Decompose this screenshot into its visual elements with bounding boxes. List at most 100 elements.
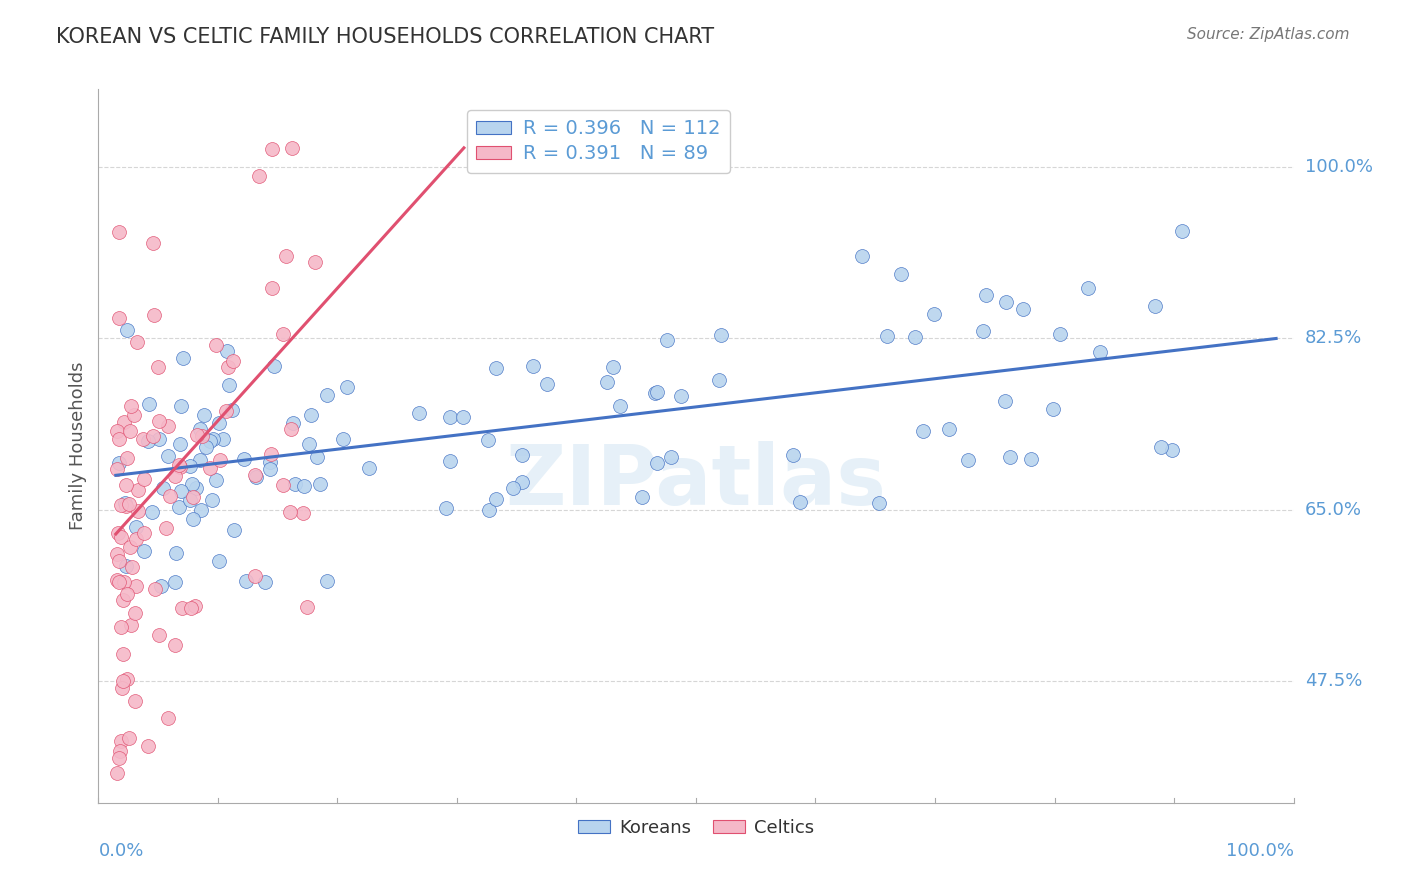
Point xyxy=(201,432,224,446)
Point xyxy=(155,521,177,535)
Point xyxy=(1011,301,1033,316)
Point xyxy=(110,620,132,634)
Point xyxy=(295,599,318,614)
Point xyxy=(281,141,304,155)
Point xyxy=(217,359,239,374)
Point xyxy=(247,169,270,183)
Point xyxy=(259,462,281,476)
Point xyxy=(152,481,174,495)
Point xyxy=(146,359,169,374)
Point xyxy=(868,496,890,510)
Point xyxy=(190,503,212,517)
Point xyxy=(172,600,194,615)
Point xyxy=(165,575,187,590)
Point xyxy=(659,450,682,465)
Point xyxy=(284,477,307,491)
Point xyxy=(851,249,873,263)
Point xyxy=(208,416,231,430)
Point xyxy=(235,574,257,589)
Point xyxy=(184,599,207,613)
Point xyxy=(200,461,222,475)
Point xyxy=(105,766,128,780)
Point xyxy=(208,554,231,568)
Point xyxy=(1143,299,1166,313)
Point xyxy=(609,400,631,414)
Point xyxy=(107,526,129,541)
Point xyxy=(156,418,179,433)
Point xyxy=(439,409,461,424)
Point xyxy=(782,448,804,462)
Point xyxy=(111,593,134,607)
Point xyxy=(451,410,474,425)
Point xyxy=(112,575,135,590)
Point xyxy=(108,456,131,470)
Y-axis label: Family Households: Family Households xyxy=(69,362,87,530)
Legend: Koreans, Celtics: Koreans, Celtics xyxy=(571,812,821,844)
Point xyxy=(1021,451,1043,466)
Point xyxy=(136,739,159,754)
Point xyxy=(243,569,266,583)
Point xyxy=(263,359,285,373)
Point xyxy=(141,505,163,519)
Text: KOREAN VS CELTIC FAMILY HOUSEHOLDS CORRELATION CHART: KOREAN VS CELTIC FAMILY HOUSEHOLDS CORRE… xyxy=(56,27,714,46)
Point xyxy=(308,477,330,491)
Point xyxy=(630,491,652,505)
Point xyxy=(274,249,297,263)
Point xyxy=(1077,281,1099,295)
Point xyxy=(105,424,128,438)
Point xyxy=(163,468,186,483)
Point xyxy=(536,377,558,392)
Point xyxy=(167,500,190,514)
Point xyxy=(148,628,170,642)
Point xyxy=(132,433,155,447)
Point xyxy=(205,473,228,487)
Text: ZIPatlas: ZIPatlas xyxy=(506,442,886,522)
Point xyxy=(1042,402,1064,417)
Point xyxy=(170,400,193,414)
Point xyxy=(212,432,235,446)
Point xyxy=(188,422,211,436)
Point xyxy=(138,397,160,411)
Point xyxy=(647,456,669,470)
Point xyxy=(209,452,232,467)
Text: Source: ZipAtlas.com: Source: ZipAtlas.com xyxy=(1187,27,1350,42)
Point xyxy=(165,546,187,560)
Point xyxy=(298,437,321,451)
Point xyxy=(169,460,191,475)
Point xyxy=(108,574,131,589)
Point xyxy=(186,427,208,442)
Point xyxy=(165,638,187,652)
Point xyxy=(183,490,205,504)
Point xyxy=(260,447,283,461)
Point xyxy=(105,462,128,476)
Point xyxy=(188,452,211,467)
Point xyxy=(281,416,304,430)
Point xyxy=(120,617,142,632)
Point xyxy=(191,429,214,443)
Point xyxy=(156,711,179,725)
Point xyxy=(112,416,135,430)
Point xyxy=(143,308,166,322)
Point xyxy=(305,450,328,465)
Point xyxy=(169,437,191,451)
Point xyxy=(710,327,733,342)
Text: 47.5%: 47.5% xyxy=(1305,672,1362,690)
Point xyxy=(1170,224,1192,238)
Point xyxy=(108,743,131,757)
Point xyxy=(107,226,129,240)
Point xyxy=(118,424,141,438)
Point xyxy=(522,359,544,373)
Point xyxy=(125,532,148,546)
Point xyxy=(121,559,143,574)
Point xyxy=(125,520,148,534)
Point xyxy=(108,751,131,765)
Point xyxy=(647,385,669,400)
Point xyxy=(148,432,170,446)
Point xyxy=(136,434,159,448)
Point xyxy=(117,451,139,466)
Point xyxy=(127,504,149,518)
Point xyxy=(110,498,132,512)
Point xyxy=(195,440,218,454)
Point xyxy=(115,499,138,513)
Point xyxy=(938,422,960,436)
